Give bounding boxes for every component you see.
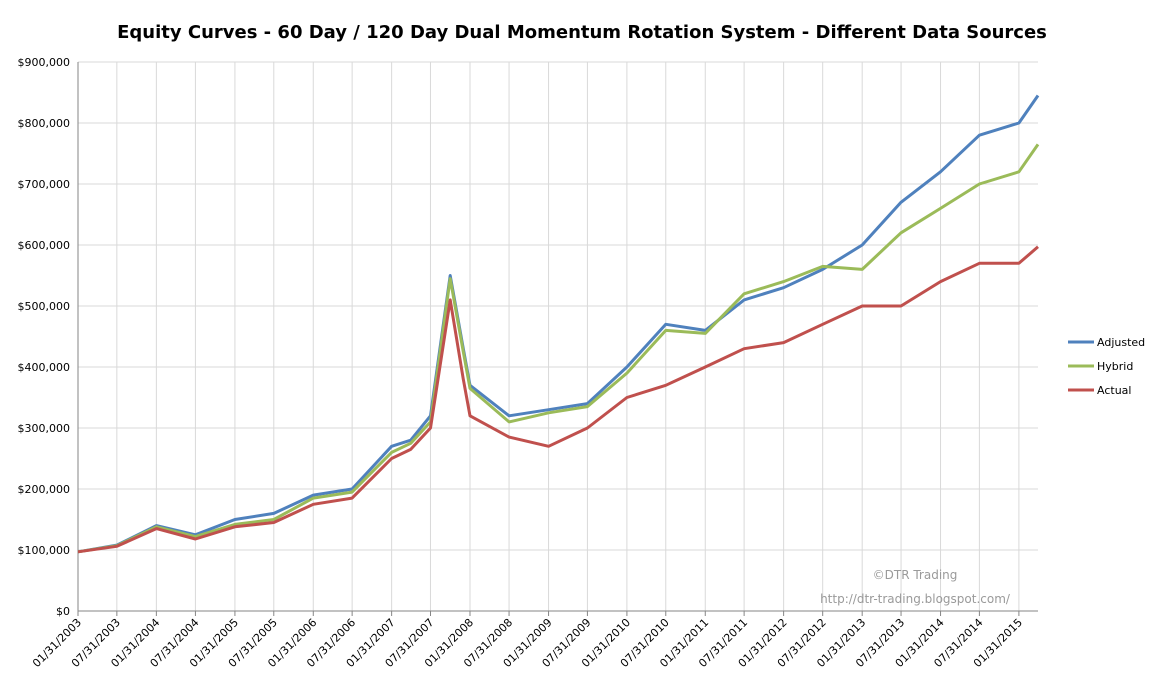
series-lines [77,94,1040,554]
y-tick-label: $300,000 [18,422,71,435]
y-tick-label: $200,000 [18,483,71,496]
series-line-adjusted [77,94,1040,554]
y-tick-label: $800,000 [18,117,71,130]
y-tick-label: $0 [56,605,70,618]
grid [77,61,1038,612]
y-tick-label: $500,000 [18,300,71,313]
series-line-hybrid [77,143,1040,554]
legend: Adjusted Hybrid Actual [1068,336,1145,397]
series-line-actual [77,245,1039,554]
y-tick-label: $100,000 [18,544,71,557]
watermark-copyright: ©DTR Trading [873,568,958,582]
y-tick-label: $400,000 [18,361,71,374]
y-tick-label: $700,000 [18,178,71,191]
chart-title: Equity Curves - 60 Day / 120 Day Dual Mo… [117,22,1047,43]
legend-label-adjusted: Adjusted [1097,336,1145,349]
watermark: ©DTR Trading http://dtr-trading.blogspot… [820,568,1011,606]
y-tick-label: $600,000 [18,239,71,252]
legend-label-hybrid: Hybrid [1097,360,1133,373]
y-tick-label: $900,000 [18,56,71,69]
legend-label-actual: Actual [1097,384,1131,397]
watermark-url: http://dtr-trading.blogspot.com/ [820,592,1011,606]
